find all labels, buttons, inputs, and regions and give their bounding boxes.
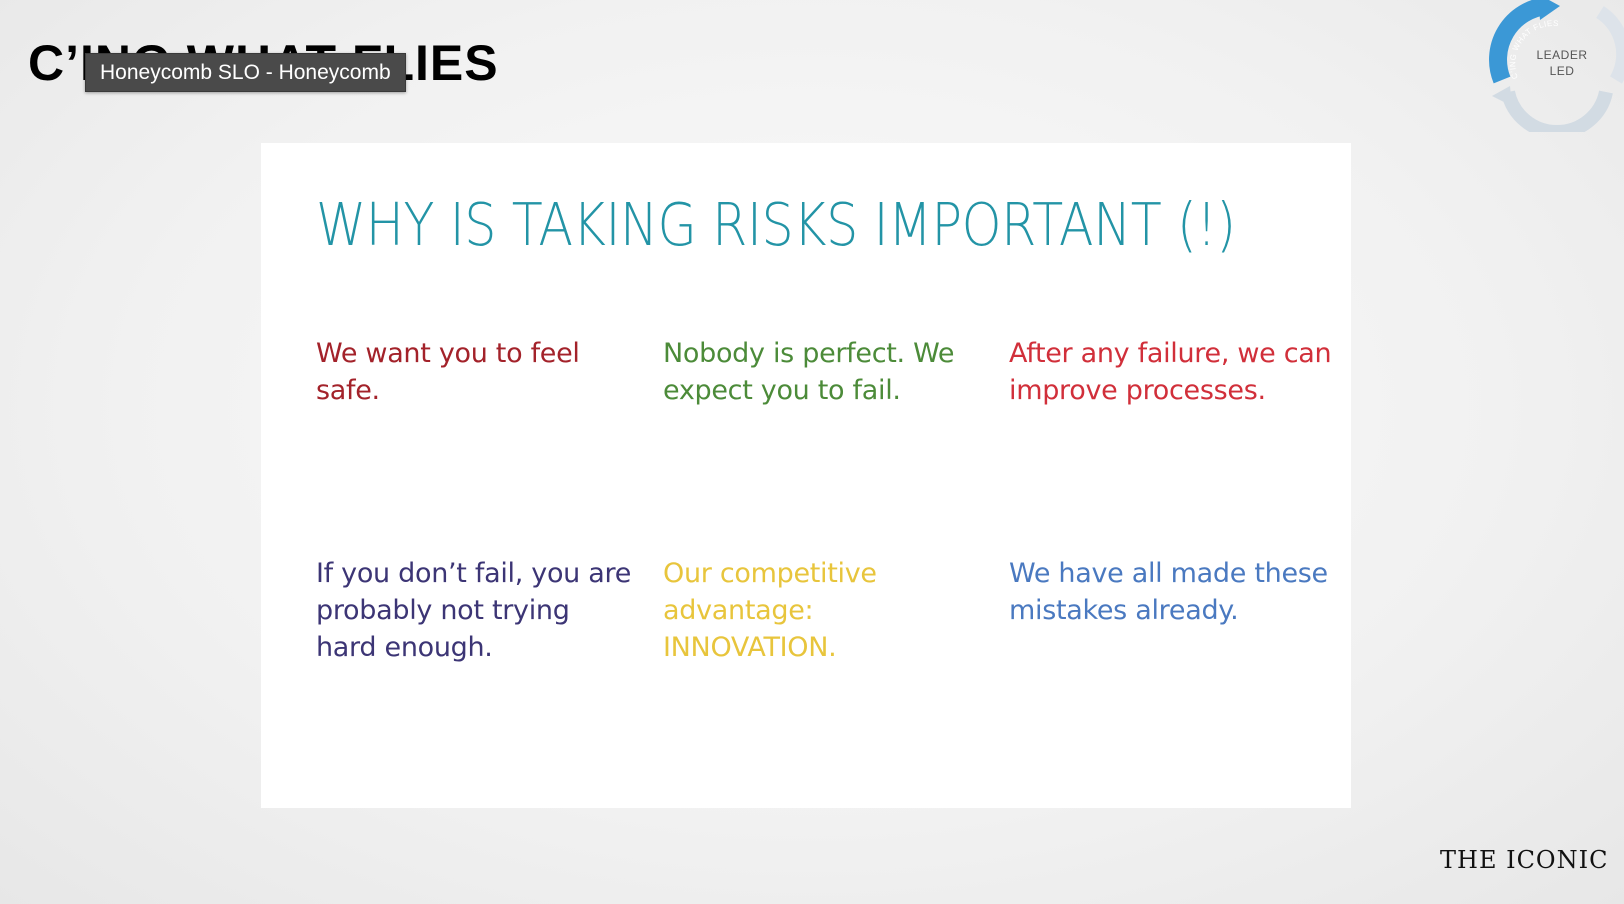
slide-panel: WHY IS TAKING RISKS IMPORTANT (!) We wan…	[261, 143, 1351, 808]
leader-led-label: LEADER LED	[1522, 47, 1602, 79]
leader-label: LEADER	[1536, 48, 1588, 62]
point-improve-processes: After any failure, we can improve proces…	[1009, 338, 1332, 406]
slide-title: WHY IS TAKING RISKS IMPORTANT (!)	[316, 190, 1236, 259]
point-nobody-perfect: Nobody is perfect. We expect you to fail…	[663, 338, 955, 406]
window-title-tooltip: Honeycomb SLO - Honeycomb	[85, 53, 406, 92]
point-made-mistakes: We have all made these mistakes already.	[1009, 558, 1328, 626]
led-label: LED	[1549, 64, 1575, 78]
point-feel-safe: We want you to feel safe.	[316, 338, 580, 406]
leader-led-cycle-logo: C’ING WHAT FLIES	[1488, 0, 1624, 132]
point-not-trying-hard: If you don’t fail, you are probably not …	[316, 558, 632, 663]
the-iconic-logo: THE ICONIC	[1440, 846, 1609, 874]
point-innovation: Our competitive advantage: INNOVATION.	[663, 558, 877, 663]
